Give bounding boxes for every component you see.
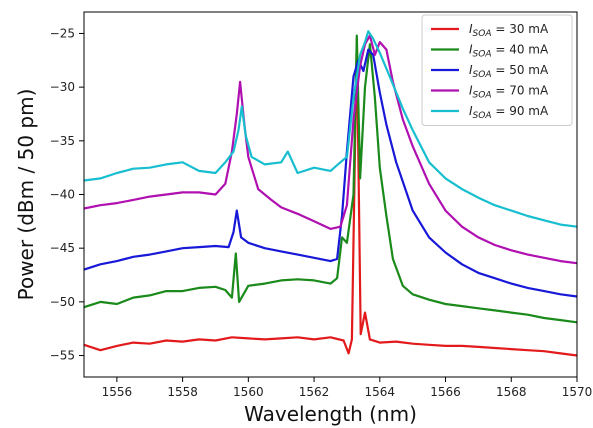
legend-entry-4: ISOA = 70 mA (469, 84, 549, 101)
series-line-3 (83, 48, 578, 298)
y-tick-label: −45 (50, 241, 75, 255)
x-tick-label: 1570 (562, 385, 593, 399)
y-tick-label: −40 (50, 188, 75, 202)
x-axis: 1556 1558 1560 1562 1564 1566 1568 1570 (102, 377, 593, 399)
legend-entry-1: ISOA = 30 mA (469, 22, 549, 39)
y-axis: −55 −50 −45 −40 −35 −30 −25 (50, 26, 84, 363)
legend-entry-5: ISOA = 90 mA (469, 104, 549, 121)
x-axis-title: Wavelength (nm) (244, 402, 417, 426)
y-tick-label: −35 (50, 134, 75, 148)
series-line-1 (83, 37, 578, 357)
x-tick-label: 1562 (299, 385, 330, 399)
x-tick-label: 1564 (365, 385, 396, 399)
series-line-4 (83, 34, 578, 265)
legend-entry-2: ISOA = 40 mA (469, 43, 549, 60)
y-tick-label: −50 (50, 295, 75, 309)
legend: ISOA = 30 mA ISOA = 40 mA ISOA = 50 mA ISOA… (421, 14, 573, 126)
plot-area (83, 11, 578, 378)
series-line-5 (83, 30, 578, 228)
y-axis-title: Power (dBm / 50 pm) (14, 89, 38, 301)
x-tick-label: 1560 (233, 385, 264, 399)
legend-entry-3: ISOA = 50 mA (469, 63, 549, 80)
x-tick-label: 1566 (430, 385, 461, 399)
series-layer (83, 30, 578, 357)
x-tick-label: 1568 (496, 385, 527, 399)
series-line-2 (83, 34, 578, 324)
y-tick-label: −25 (50, 26, 75, 40)
x-tick-label: 1556 (102, 385, 133, 399)
x-tick-label: 1558 (167, 385, 198, 399)
y-tick-label: −55 (50, 349, 75, 363)
y-tick-label: −30 (50, 80, 75, 94)
legend-box (421, 14, 573, 126)
